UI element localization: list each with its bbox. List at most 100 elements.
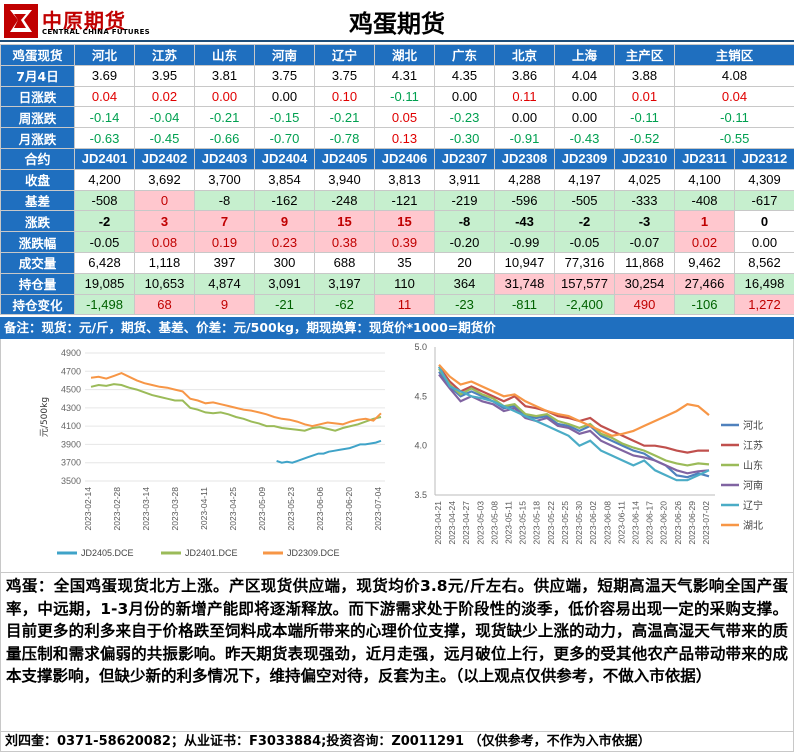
- contract-header: JD2308: [494, 147, 555, 170]
- futures-price-chart: 4900 4700 4500 4300 4100 3900 3700 3500 元/500kg 2…: [40, 348, 385, 558]
- futures-cell: -21: [254, 293, 315, 316]
- futures-cell: 11: [374, 293, 435, 316]
- futures-row-label: 涨跌幅: [0, 231, 75, 253]
- contract-header: JD2401: [74, 147, 135, 170]
- futures-cell: 0.02: [674, 231, 735, 253]
- company-logo-icon: [4, 4, 38, 38]
- units-note: 备注：现货：元/斤，期货、基差、价差：元/500kg，期现换算：现货价*1000…: [0, 317, 794, 339]
- contract-header: JD2311: [674, 147, 735, 170]
- futures-cell: 77,316: [554, 251, 615, 274]
- futures-cell: -1,498: [74, 293, 135, 316]
- x-tick-label: 2023-07-04: [373, 487, 383, 531]
- legend-label: JD2405.DCE: [81, 548, 134, 558]
- futures-cell: -2: [554, 210, 615, 233]
- futures-cell: 16,498: [733, 272, 794, 295]
- futures-cell: -43: [494, 210, 555, 233]
- contract-header: JD2404: [254, 147, 315, 170]
- spot-header-row: 鸡蛋现货 河北 江苏 山东 河南 辽宁 湖北 广东 北京 上海 主产区 主销区: [0, 44, 794, 66]
- futures-cell: -248: [314, 189, 375, 212]
- futures-cell: -0.05: [554, 231, 615, 253]
- futures-cell: 0.19: [194, 231, 255, 253]
- spot-cell: 0.00: [494, 106, 555, 129]
- futures-cell: 3,091: [254, 272, 315, 295]
- spot-cell: -0.55: [673, 127, 794, 149]
- x-tick-label: 2023-05-18: [532, 501, 542, 545]
- futures-cell: 7: [194, 210, 255, 233]
- spot-cell: -0.11: [374, 85, 435, 108]
- futures-cell: 19,085: [74, 272, 135, 295]
- futures-cell: 1,272: [733, 293, 794, 316]
- futures-cell: 3,911: [434, 168, 495, 191]
- futures-cell: 0.23: [254, 231, 315, 253]
- x-tick-label: 2023-05-23: [286, 487, 296, 531]
- futures-cell: -508: [74, 189, 135, 212]
- spot-row: 周涨跌 -0.14 -0.04 -0.21 -0.15 -0.21 0.05 -0.23 0.0…: [0, 106, 794, 129]
- futures-cell: -617: [733, 189, 794, 212]
- series-line: [438, 368, 710, 467]
- contract-header-label: 合约: [0, 147, 75, 170]
- futures-cell: 9,462: [674, 251, 735, 274]
- spot-price-chart: 5.0 4.5 4.0 3.5 2023-04-21 2023-04-24 2023-04-…: [414, 342, 763, 545]
- spot-cell: -0.91: [494, 127, 555, 149]
- contract-header: JD2307: [434, 147, 495, 170]
- futures-row-label: 基差: [0, 189, 75, 212]
- futures-cell: 20: [434, 251, 495, 274]
- region-header: 主产区: [614, 44, 675, 66]
- spot-cell: 3.86: [494, 64, 555, 87]
- futures-cell: 27,466: [674, 272, 735, 295]
- x-tick-label: 2023-06-08: [602, 501, 612, 545]
- x-tick-label: 2023-04-27: [461, 501, 471, 545]
- futures-cell: 10,947: [494, 251, 555, 274]
- spot-row: 月涨跌 -0.63 -0.45 -0.66 -0.70 -0.78 0.13 -0.30 -0.…: [0, 127, 794, 149]
- futures-cell: 9: [254, 210, 315, 233]
- spot-cell: -0.66: [194, 127, 255, 149]
- legend-label: 河北: [743, 420, 763, 432]
- futures-row: 持仓变化 -1,498 68 9 -21 -62 11 -23 -811 -2,400 490 -10…: [0, 293, 794, 316]
- spot-cell: 0.10: [314, 85, 375, 108]
- futures-cell: 4,874: [194, 272, 255, 295]
- futures-cell: 397: [194, 251, 255, 274]
- spot-cell: 0.13: [374, 127, 435, 149]
- futures-cell: 9: [194, 293, 255, 316]
- futures-cell: 4,100: [674, 168, 735, 191]
- futures-row-label: 成交量: [0, 251, 75, 274]
- y-tick-label: 3900: [61, 439, 81, 449]
- spot-cell: 3.88: [614, 64, 675, 87]
- futures-cell: 1: [674, 210, 735, 233]
- futures-cell: 4,309: [733, 168, 794, 191]
- spot-cell: 3.95: [134, 64, 195, 87]
- futures-cell: 3: [134, 210, 195, 233]
- spot-row: 日涨跌 0.04 0.02 0.00 0.00 0.10 -0.11 0.00 0.11 0.00…: [0, 85, 794, 108]
- spot-cell: 3.69: [74, 64, 135, 87]
- futures-cell: 11,868: [614, 251, 675, 274]
- spot-cell: 0.04: [74, 85, 135, 108]
- spot-row: 7月4日 3.69 3.95 3.81 3.75 3.75 4.31 4.35 3.86 4.04…: [0, 64, 794, 87]
- spot-cell: 0.00: [434, 85, 495, 108]
- spot-cell: -0.30: [434, 127, 495, 149]
- x-tick-label: 2023-06-06: [315, 487, 325, 531]
- legend-label: JD2309.DCE: [287, 548, 340, 558]
- x-tick-label: 2023-05-15: [518, 501, 528, 545]
- x-tick-label: 2023-06-20: [344, 487, 354, 531]
- x-tick-label: 2023-05-09: [257, 487, 267, 531]
- futures-row: 收盘 4,200 3,692 3,700 3,854 3,940 3,813 3,911 4,2…: [0, 168, 794, 191]
- price-table: 鸡蛋现货 河北 江苏 山东 河南 辽宁 湖北 广东 北京 上海 主产区 主销区 7月4日 3.69 3.95…: [0, 44, 794, 316]
- x-tick-label: 2023-06-20: [659, 501, 669, 545]
- x-tick-label: 2023-02-28: [112, 487, 122, 531]
- futures-cell: -219: [434, 189, 495, 212]
- spot-cell: 4.08: [673, 64, 794, 87]
- legend-label: 山东: [743, 459, 763, 472]
- spot-cell: -0.78: [314, 127, 375, 149]
- futures-cell: -3: [614, 210, 675, 233]
- x-tick-label: 2023-05-25: [560, 501, 570, 545]
- futures-cell: 110: [374, 272, 435, 295]
- x-tick-label: 2023-03-14: [141, 487, 151, 531]
- futures-cell: 0.00: [733, 231, 794, 253]
- y-axis-label: 元/500kg: [40, 397, 50, 437]
- futures-cell: -0.05: [74, 231, 135, 253]
- x-tick-label: 2023-06-14: [630, 501, 640, 545]
- futures-cell: 1,118: [134, 251, 195, 274]
- spot-cell: -0.21: [194, 106, 255, 129]
- spot-cell: -0.15: [254, 106, 315, 129]
- spot-cell: -0.21: [314, 106, 375, 129]
